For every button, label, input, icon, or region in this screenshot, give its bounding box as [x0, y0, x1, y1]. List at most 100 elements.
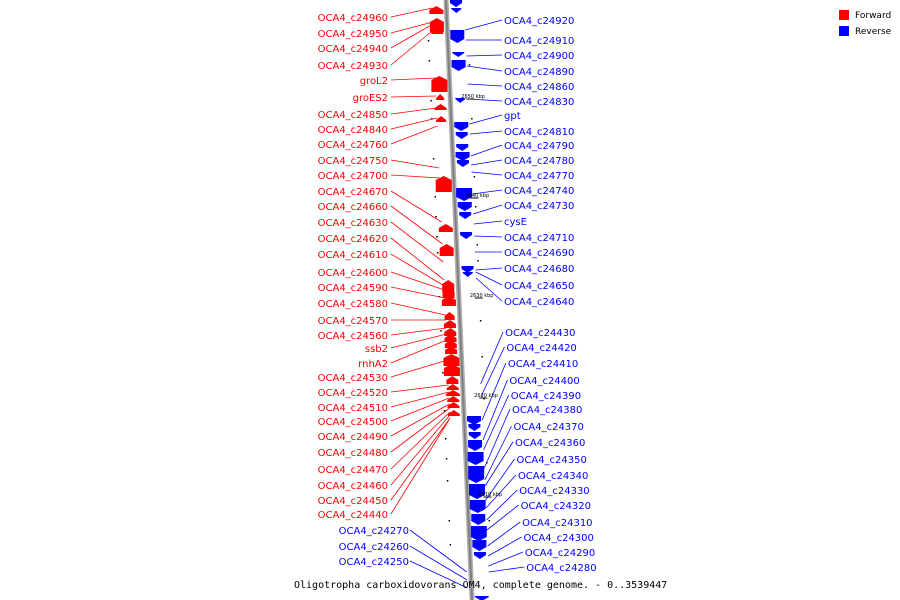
forward-gene-glyph [447, 396, 460, 402]
reverse-gene-label: OCA4_c24350 [517, 455, 587, 466]
reverse-gene-glyph [468, 432, 481, 439]
reverse-gene-label: OCA4_c24370 [514, 422, 584, 433]
reverse-gene-glyph [456, 188, 473, 201]
reverse-gene-label: cysE [504, 217, 527, 228]
forward-gene-glyph [446, 376, 459, 384]
reverse-gene-glyph [468, 466, 485, 483]
forward-gene-label: OCA4_c24520 [318, 388, 388, 399]
minor-feature-dot [436, 252, 439, 254]
forward-gene-glyph [445, 390, 460, 396]
forward-gene-leader [390, 359, 448, 378]
reverse-gene-label: OCA4_c24420 [506, 343, 576, 354]
forward-gene-label: OCA4_c24940 [318, 44, 388, 55]
minor-feature-dot [468, 64, 471, 66]
forward-gene-glyph [431, 26, 444, 34]
reverse-gene-leader [469, 114, 503, 125]
reverse-gene-leader [483, 408, 511, 469]
forward-gene-leader [390, 190, 442, 223]
forward-gene-label: OCA4_c24630 [318, 218, 388, 229]
forward-gene-glyph [441, 296, 456, 306]
reverse-gene-glyph [474, 596, 489, 600]
forward-gene-label: rnhA2 [358, 359, 388, 370]
minor-feature-dot [481, 356, 483, 358]
reverse-gene-leader [488, 551, 524, 567]
reverse-gene-label: OCA4_c24380 [512, 405, 582, 416]
forward-gene-leader [390, 417, 451, 515]
forward-gene-glyph [445, 346, 458, 354]
reverse-gene-label: OCA4_c24280 [526, 563, 596, 574]
forward-gene-glyph [439, 244, 454, 256]
reverse-gene-glyph [457, 202, 472, 211]
forward-gene-leader [390, 205, 443, 245]
label-leaders [390, 7, 525, 589]
forward-gene-label: OCA4_c24470 [318, 465, 388, 476]
reverse-gene-leader [475, 271, 503, 286]
minor-feature-dot [471, 118, 473, 120]
reverse-gene-glyph [468, 440, 483, 451]
reverse-gene-leader [409, 529, 468, 573]
reverse-gene-leader [487, 521, 521, 547]
forward-gene-glyph [443, 320, 456, 328]
reverse-gene-glyph [460, 232, 473, 239]
forward-gene-glyph [438, 224, 453, 232]
reverse-gene-label: OCA4_c24650 [504, 281, 574, 292]
minor-feature-dot [446, 480, 449, 482]
reverse-gene-label: OCA4_c24690 [504, 248, 574, 259]
forward-gene-label: OCA4_c24500 [318, 417, 388, 428]
forward-gene-glyph [447, 410, 460, 416]
reverse-gene-label: OCA4_c24400 [509, 376, 579, 387]
minor-feature-dot [479, 320, 482, 322]
forward-gene-label: OCA4_c24930 [318, 61, 388, 72]
forward-gene-glyph [442, 288, 455, 298]
forward-gene-leader [390, 117, 438, 130]
forward-gene-label: OCA4_c24580 [318, 299, 388, 310]
reverse-gene-leader [486, 504, 519, 531]
reverse-gene-leader [486, 489, 518, 521]
forward-gene-glyph [435, 176, 452, 192]
reverse-gene-label: OCA4_c24790 [504, 141, 574, 152]
forward-gene-leader [390, 23, 434, 49]
forward-gene-glyph [442, 280, 455, 292]
forward-gene-leader [390, 174, 440, 179]
forward-gene-leader [390, 407, 450, 453]
forward-gene-label: OCA4_c24600 [318, 268, 388, 279]
reverse-gene-label: OCA4_c24910 [504, 36, 574, 47]
reverse-gene-label: OCA4_c24250 [339, 557, 409, 568]
reverse-gene-leader [409, 545, 468, 581]
forward-gene-label: OCA4_c24950 [318, 29, 388, 40]
reverse-gene-label: OCA4_c24640 [504, 297, 574, 308]
reverse-gene-leader [482, 379, 508, 441]
forward-gene-glyph [444, 328, 457, 336]
minor-feature-dot [428, 60, 431, 62]
forward-gene-leader [390, 77, 436, 81]
scale-tick-label: 2610 kbp [479, 492, 503, 498]
legend: Forward Reverse [839, 10, 892, 37]
minor-feature-dot [483, 398, 485, 400]
reverse-gene-label: OCA4_c24430 [505, 328, 575, 339]
forward-gene-leader [390, 159, 440, 169]
forward-gene-label: OCA4_c24960 [318, 13, 388, 24]
reverse-gene-glyph [454, 122, 469, 131]
minor-feature-dot [431, 118, 433, 120]
reverse-gene-glyph [471, 514, 486, 525]
minor-feature-dot [477, 260, 479, 262]
forward-gene-label: OCA4_c24490 [318, 432, 388, 443]
reverse-gene-leader [474, 235, 503, 238]
reverse-gene-glyph [473, 552, 486, 559]
forward-gene-label: OCA4_c24460 [318, 481, 388, 492]
reverse-gene-label: gpt [504, 111, 521, 122]
legend-swatch-forward [839, 10, 849, 20]
reverse-gene-leader [473, 220, 503, 225]
forward-gene-label: OCA4_c24620 [318, 234, 388, 245]
reverse-gene-label: OCA4_c24730 [504, 201, 574, 212]
minor-feature-dot [448, 520, 451, 522]
reverse-gene-leader [485, 458, 515, 501]
minor-feature-dot [436, 236, 438, 238]
minor-feature-dot [473, 176, 476, 178]
reverse-gene-leader [481, 362, 507, 421]
reverse-gene-label: OCA4_c24330 [519, 486, 589, 497]
reverse-gene-glyph [468, 424, 481, 431]
reverse-gene-glyph [456, 144, 469, 151]
forward-gene-leader [390, 286, 445, 299]
